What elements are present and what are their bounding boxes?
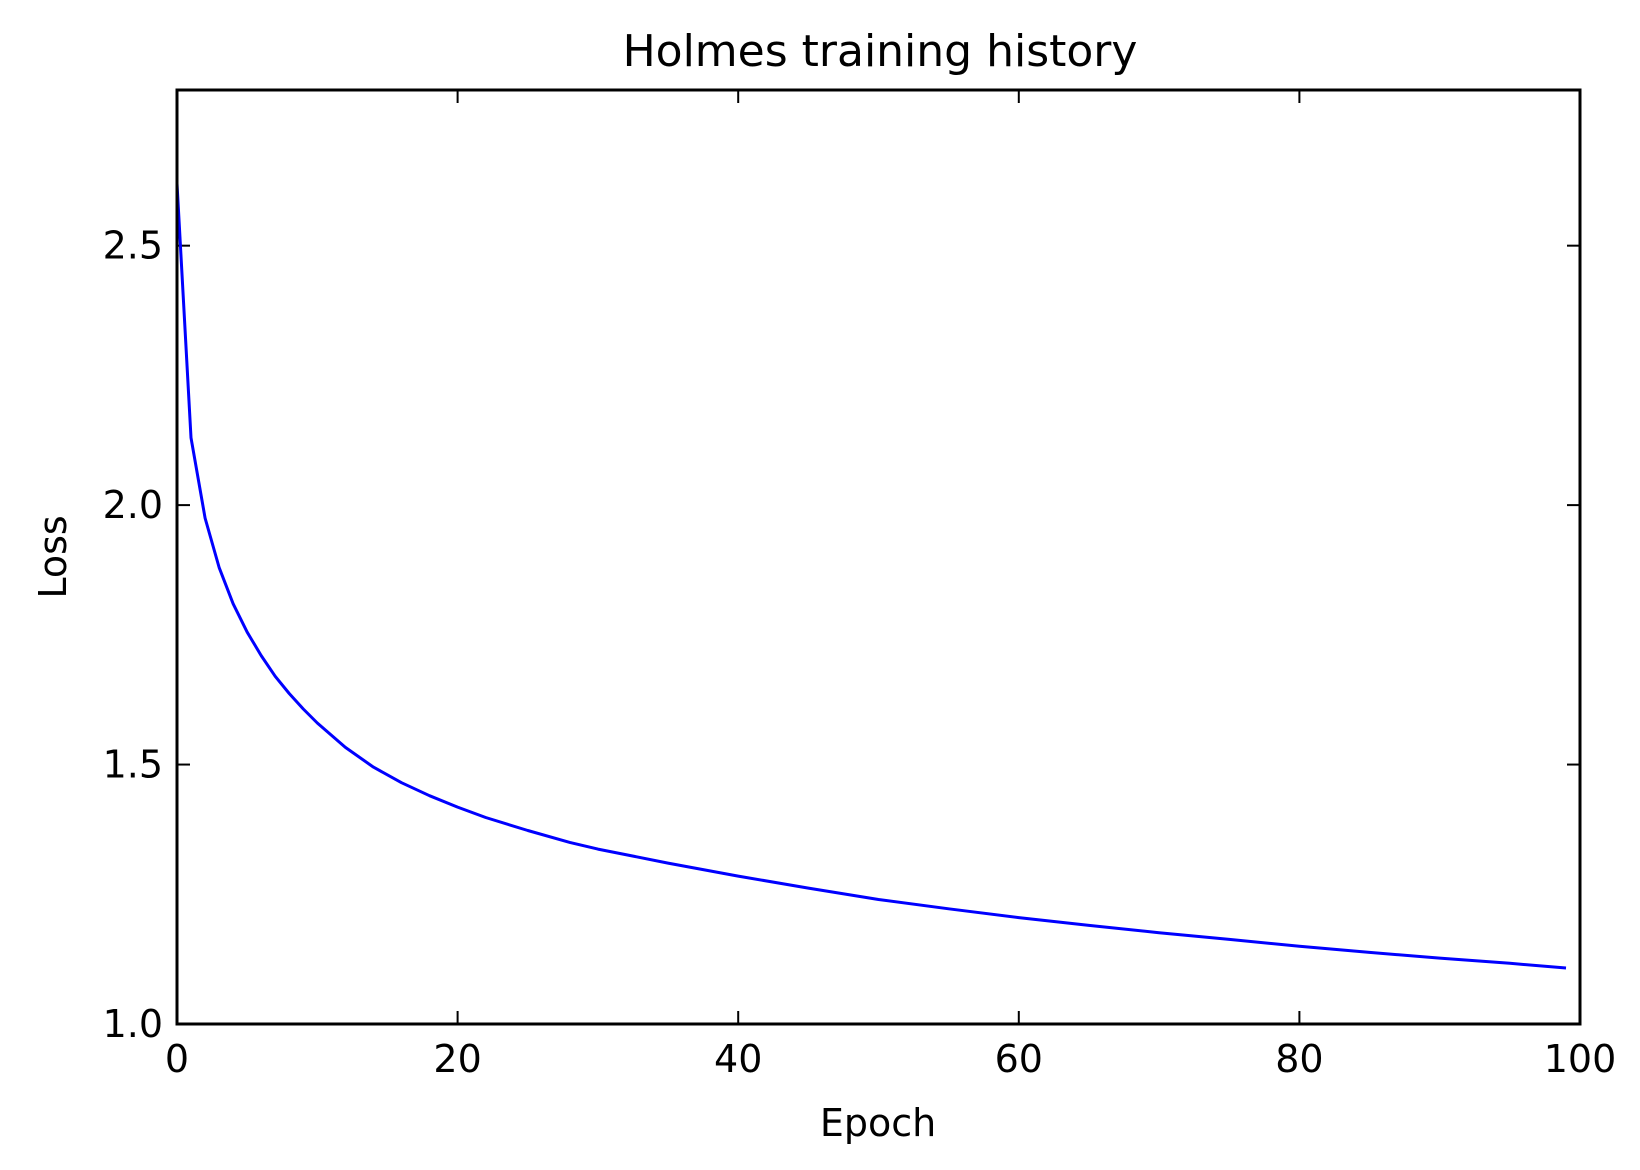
x-tick-label: 100 — [1544, 1037, 1617, 1081]
x-tick-label: 40 — [714, 1037, 762, 1081]
y-tick-label: 2.5 — [103, 224, 163, 268]
x-tick-label: 60 — [995, 1037, 1043, 1081]
x-axis-ticks: 0 20 40 60 80 100 — [165, 90, 1616, 1081]
plot-frame — [175, 88, 1582, 1026]
x-tick-label: 80 — [1275, 1037, 1323, 1081]
y-tick-label: 2.0 — [103, 483, 163, 527]
chart-title: Holmes training history — [623, 26, 1138, 77]
y-axis-ticks: 1.0 1.5 2.0 2.5 — [103, 224, 1580, 1046]
x-axis-label: Epoch — [820, 1101, 936, 1145]
series-line-loss — [175, 183, 1567, 970]
y-axis-label: Loss — [31, 515, 75, 598]
y-tick-label: 1.0 — [103, 1002, 163, 1046]
y-tick-label: 1.5 — [103, 743, 163, 787]
x-tick-label: 0 — [165, 1037, 189, 1081]
x-tick-label: 20 — [433, 1037, 481, 1081]
series-layer — [175, 183, 1567, 970]
